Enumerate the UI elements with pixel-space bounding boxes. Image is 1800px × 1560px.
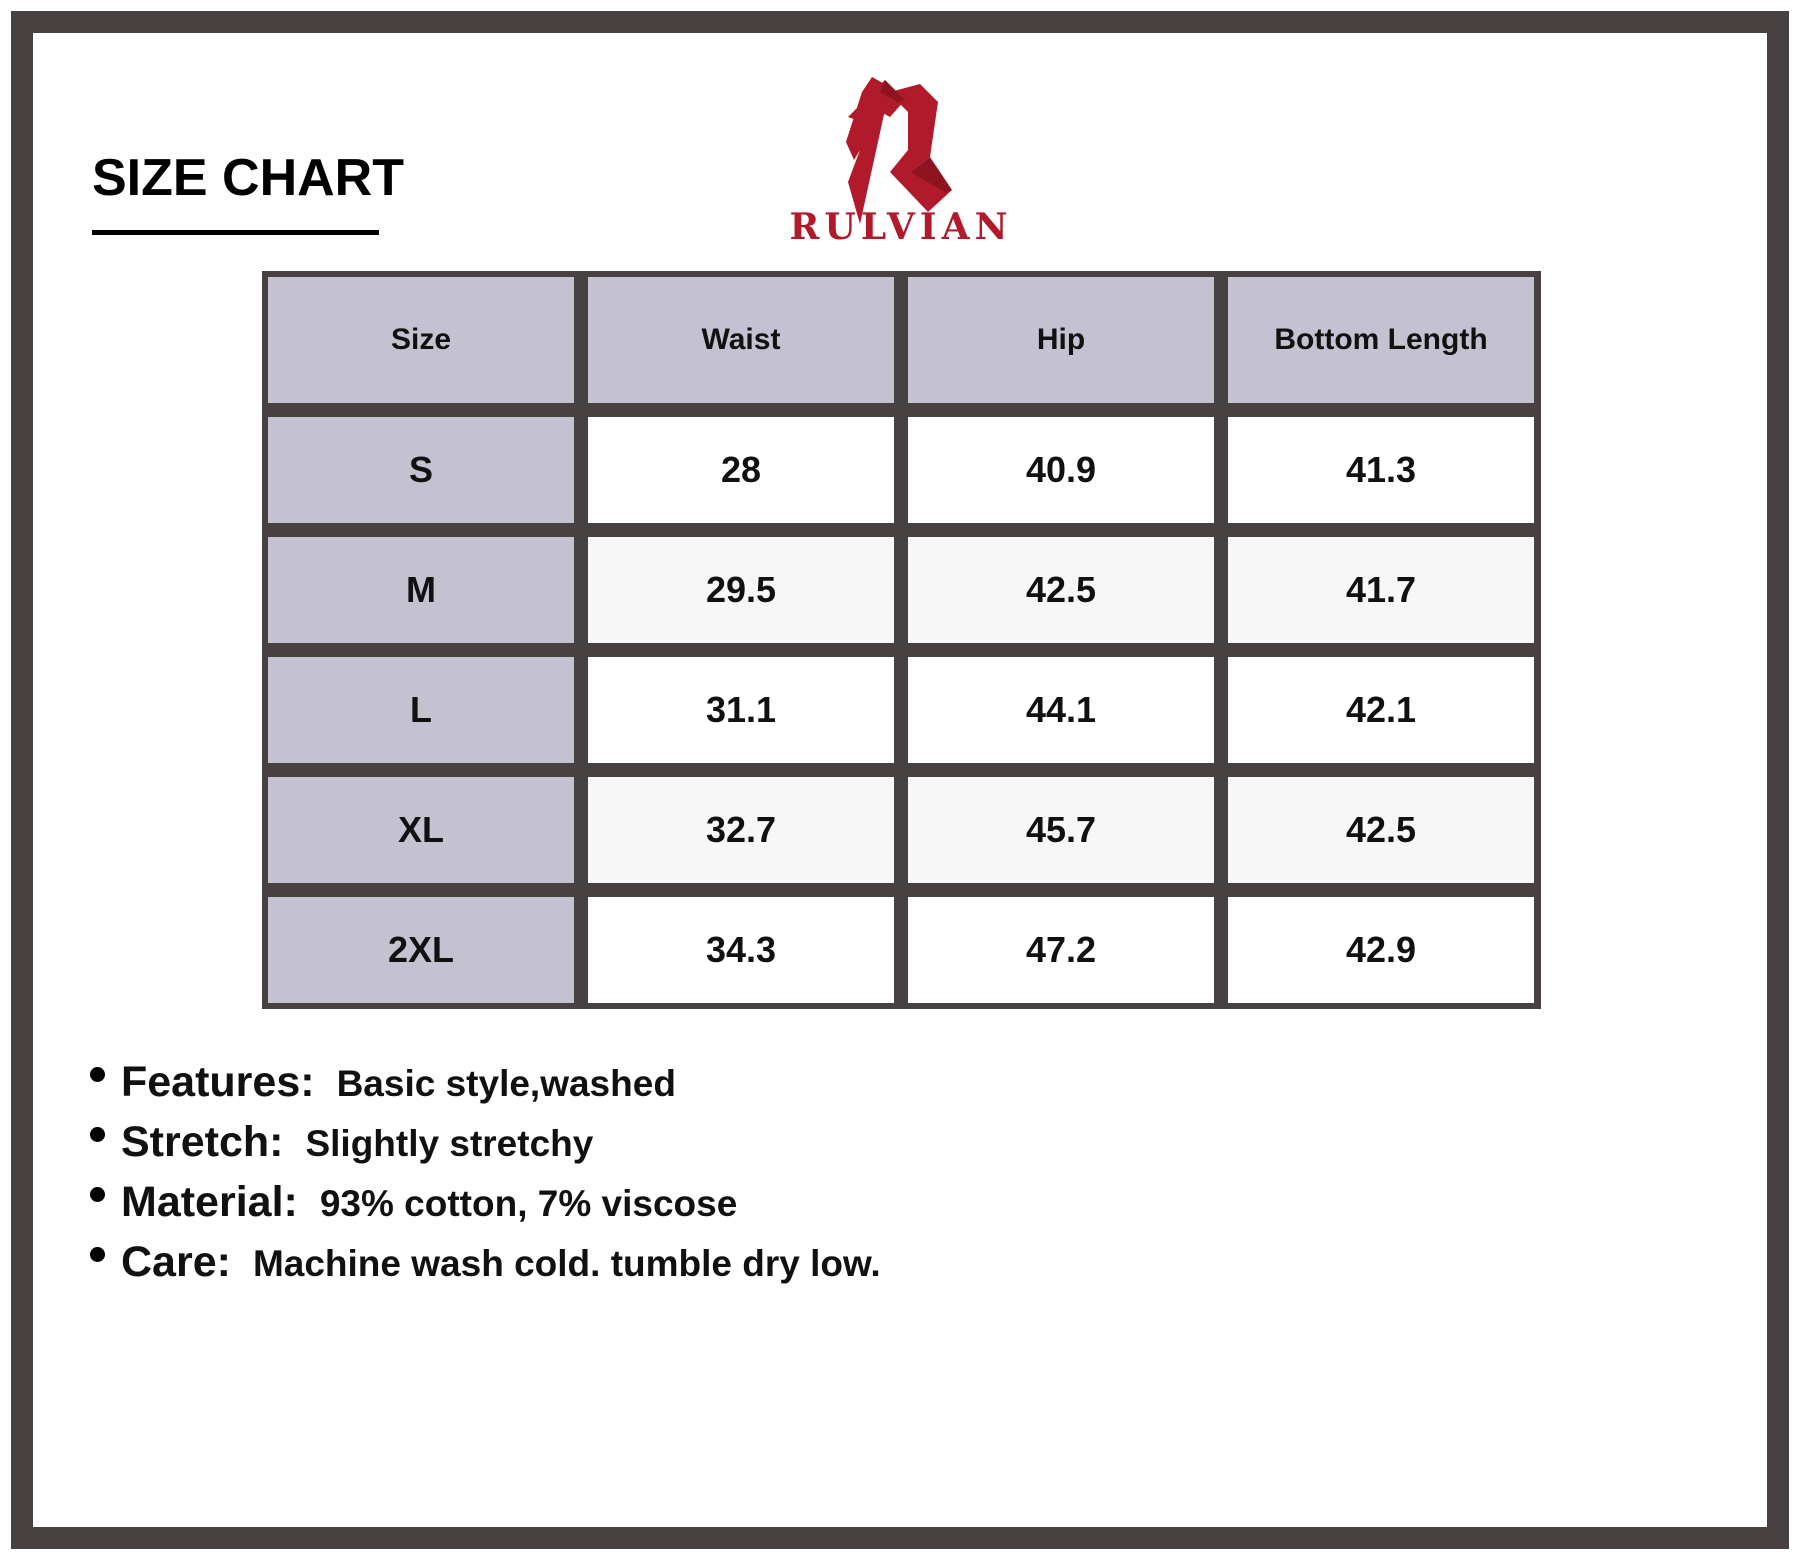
size-cell: XL: [268, 777, 574, 883]
table-cell: 29.5: [588, 537, 894, 643]
table-cell: 34.3: [588, 897, 894, 1003]
product-specs: Features: Basic style,washed Stretch: Sl…: [90, 1058, 881, 1298]
spec-label: Care:: [121, 1238, 231, 1286]
size-chart-table: Size Waist Hip Bottom Length S 28 40.9 4…: [262, 271, 1541, 1009]
brand-name: RULVIAN: [789, 206, 1013, 248]
spec-value: 93% cotton, 7% viscose: [319, 1183, 738, 1224]
size-cell: M: [268, 537, 574, 643]
bullet-icon: [90, 1247, 105, 1262]
page-title: SIZE CHART: [92, 149, 404, 207]
bullet-icon: [90, 1187, 105, 1202]
table-cell: 31.1: [588, 657, 894, 763]
spec-value: Basic style,washed: [336, 1063, 676, 1104]
spec-value: Machine wash cold. tumble dry low.: [252, 1243, 881, 1284]
spec-stretch: Stretch: Slightly stretchy: [90, 1118, 881, 1178]
bullet-icon: [90, 1127, 105, 1142]
spec-care: Care: Machine wash cold. tumble dry low.: [90, 1238, 881, 1298]
table-cell: 42.9: [1228, 897, 1534, 1003]
table-cell: 41.3: [1228, 417, 1534, 523]
column-header: Waist: [588, 277, 894, 403]
title-underline: [92, 230, 379, 235]
spec-label: Stretch:: [121, 1118, 284, 1166]
size-cell: 2XL: [268, 897, 574, 1003]
spec-label: Features:: [121, 1058, 315, 1106]
spec-label: Material:: [121, 1178, 298, 1226]
table-cell: 42.1: [1228, 657, 1534, 763]
column-header: Size: [268, 277, 574, 403]
brand-logo-icon: [846, 77, 952, 224]
table-cell: 42.5: [1228, 777, 1534, 883]
table-cell: 44.1: [908, 657, 1214, 763]
column-header: Hip: [908, 277, 1214, 403]
table-cell: 32.7: [588, 777, 894, 883]
column-header: Bottom Length: [1228, 277, 1534, 403]
spec-features: Features: Basic style,washed: [90, 1058, 881, 1118]
spec-material: Material: 93% cotton, 7% viscose: [90, 1178, 881, 1238]
size-cell: L: [268, 657, 574, 763]
table-cell: 41.7: [1228, 537, 1534, 643]
table-cell: 47.2: [908, 897, 1214, 1003]
size-cell: S: [268, 417, 574, 523]
table-cell: 28: [588, 417, 894, 523]
table-cell: 45.7: [908, 777, 1214, 883]
table-cell: 42.5: [908, 537, 1214, 643]
table-cell: 40.9: [908, 417, 1214, 523]
spec-value: Slightly stretchy: [305, 1123, 594, 1164]
bullet-icon: [90, 1067, 105, 1082]
